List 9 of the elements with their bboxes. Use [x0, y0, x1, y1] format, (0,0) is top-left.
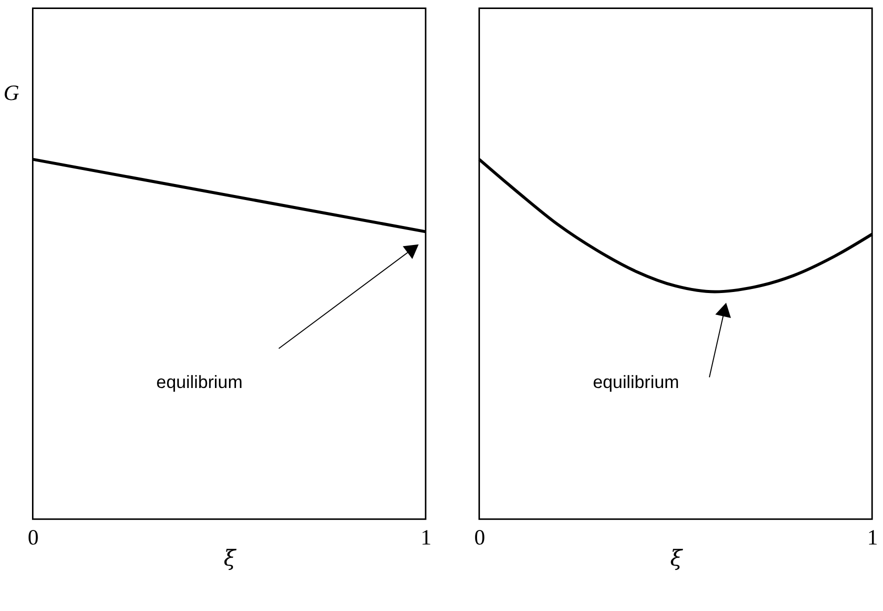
x-axis-title: ξ: [670, 546, 684, 572]
annotation: equilibrium: [156, 372, 243, 392]
y-axis-title: G: [4, 80, 20, 105]
x-tick-label: 0: [28, 525, 39, 550]
x-tick-label: 0: [474, 525, 486, 550]
x-tick-label: 1: [420, 525, 432, 550]
annotation: equilibrium: [592, 372, 680, 392]
x-tick-label: 1: [867, 525, 878, 550]
x-axis-title: ξ: [224, 546, 237, 572]
